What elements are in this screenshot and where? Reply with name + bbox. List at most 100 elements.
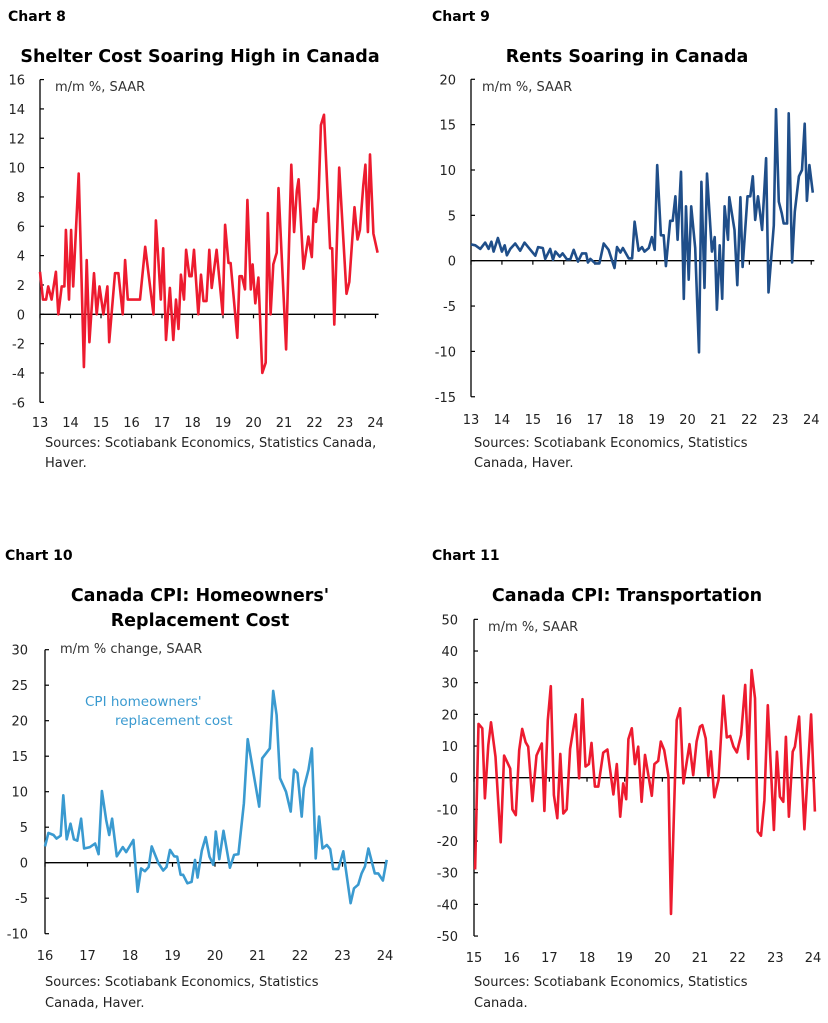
x-tick-label: 22 — [292, 949, 309, 964]
chart-number-label: Chart 10 — [5, 548, 73, 564]
chart-title: Rents Soaring in Canada — [506, 47, 749, 67]
y-tick-label: 12 — [8, 132, 25, 147]
x-tick-label: 14 — [62, 416, 79, 431]
x-tick-label: 24 — [367, 416, 384, 431]
chart-number-label: Chart 8 — [8, 9, 66, 25]
unit-label: m/m %, SAAR — [55, 80, 145, 95]
y-tick-label: -5 — [15, 892, 28, 907]
x-tick-label: 19 — [616, 951, 633, 966]
y-tick-label: 16 — [8, 74, 25, 89]
x-tick-label: 21 — [276, 416, 293, 431]
x-tick-label: 16 — [503, 951, 520, 966]
y-tick-label: -4 — [12, 367, 25, 382]
chart-title: Canada CPI: Homeowners' — [71, 586, 329, 606]
chart-10: Chart 10 Canada CPI: Homeowners' Replaceme… — [5, 548, 393, 1011]
x-tick-label: 13 — [32, 416, 49, 431]
x-tick-label: 18 — [579, 951, 596, 966]
x-tick-label: 16 — [123, 416, 140, 431]
sources-note: Canada, Haver. — [45, 996, 144, 1011]
y-tick-label: 4 — [17, 250, 25, 265]
x-tick-label: 22 — [729, 951, 746, 966]
chart-title: Canada CPI: Transportation — [492, 586, 762, 606]
y-tick-label: -15 — [435, 391, 456, 406]
x-tick-label: 19 — [164, 949, 181, 964]
sources-note: Haver. — [45, 456, 87, 471]
y-tick-label: 20 — [11, 715, 28, 730]
y-tick-label: 0 — [20, 857, 28, 872]
x-tick-label: 17 — [586, 413, 603, 428]
x-tick-label: 18 — [122, 949, 139, 964]
y-tick-label: 10 — [11, 786, 28, 801]
chart-title: Shelter Cost Soaring High in Canada — [20, 47, 379, 67]
sources-note: Sources: Scotiabank Economics, Statistic… — [45, 975, 319, 990]
x-tick-label: 15 — [93, 416, 110, 431]
chart-8: Chart 8 Shelter Cost Soaring High in Cana… — [8, 9, 384, 471]
x-tick-label: 13 — [463, 413, 480, 428]
x-tick-label: 24 — [377, 949, 394, 964]
y-tick-label: -10 — [7, 928, 28, 943]
x-tick-label: 15 — [466, 951, 483, 966]
x-tick-label: 21 — [692, 951, 709, 966]
y-tick-label: -50 — [437, 930, 458, 945]
x-tick-label: 20 — [207, 949, 224, 964]
x-tick-label: 16 — [556, 413, 573, 428]
x-tick-label: 23 — [334, 949, 351, 964]
y-tick-label: 5 — [20, 821, 28, 836]
x-tick-label: 19 — [215, 416, 232, 431]
y-tick-label: 6 — [17, 220, 25, 235]
sources-note: Sources: Scotiabank Economics, Statistic… — [45, 436, 376, 451]
y-tick-label: 0 — [450, 772, 458, 787]
chart-title: Replacement Cost — [111, 611, 290, 631]
x-tick-label: 24 — [805, 951, 822, 966]
x-tick-label: 20 — [654, 951, 671, 966]
x-tick-label: 15 — [525, 413, 542, 428]
x-tick-label: 17 — [79, 949, 96, 964]
x-tick-label: 19 — [648, 413, 665, 428]
series-label: replacement cost — [115, 713, 233, 729]
y-tick-label: -2 — [12, 338, 25, 353]
y-tick-label: 0 — [448, 255, 456, 270]
y-tick-label: 30 — [11, 644, 28, 659]
x-tick-label: 23 — [772, 413, 789, 428]
x-tick-label: 22 — [741, 413, 758, 428]
unit-label: m/m %, SAAR — [488, 620, 578, 635]
y-tick-label: -20 — [437, 835, 458, 850]
sources-note: Sources: Scotiabank Economics, Statistic… — [474, 975, 748, 990]
y-tick-label: 20 — [439, 73, 456, 88]
series-line — [38, 113, 379, 375]
sources-note: Sources: Scotiabank Economics, Statistic… — [474, 436, 748, 451]
x-tick-label: 17 — [154, 416, 171, 431]
x-tick-label: 18 — [184, 416, 201, 431]
y-tick-label: -10 — [435, 345, 456, 360]
y-tick-label: 8 — [17, 191, 25, 206]
x-tick-label: 17 — [541, 951, 558, 966]
y-tick-label: 20 — [441, 708, 458, 723]
series-line — [473, 668, 817, 916]
chart-11: Chart 11 Canada CPI: Transportation m/m %,… — [432, 548, 821, 1011]
y-tick-label: 0 — [17, 308, 25, 323]
chart-9: Chart 9 Rents Soaring in Canada m/m %, SAA… — [432, 9, 820, 471]
chart-number-label: Chart 11 — [432, 548, 500, 564]
x-tick-label: 21 — [710, 413, 727, 428]
x-tick-label: 23 — [767, 951, 784, 966]
sources-note: Canada. — [474, 996, 528, 1011]
x-tick-label: 21 — [249, 949, 266, 964]
y-tick-label: 40 — [441, 645, 458, 660]
y-tick-label: -30 — [437, 867, 458, 882]
y-tick-label: 5 — [448, 209, 456, 224]
y-tick-label: -40 — [437, 898, 458, 913]
y-tick-label: 2 — [17, 279, 25, 294]
y-tick-label: 25 — [11, 679, 28, 694]
y-tick-label: 10 — [441, 740, 458, 755]
sources-note: Canada, Haver. — [474, 456, 573, 471]
y-tick-label: 10 — [439, 164, 456, 179]
x-tick-label: 23 — [337, 416, 354, 431]
x-tick-label: 16 — [37, 949, 54, 964]
x-tick-label: 20 — [679, 413, 696, 428]
y-tick-label: -10 — [437, 803, 458, 818]
y-tick-label: 15 — [439, 119, 456, 134]
series-line — [470, 107, 815, 354]
x-tick-label: 20 — [245, 416, 262, 431]
